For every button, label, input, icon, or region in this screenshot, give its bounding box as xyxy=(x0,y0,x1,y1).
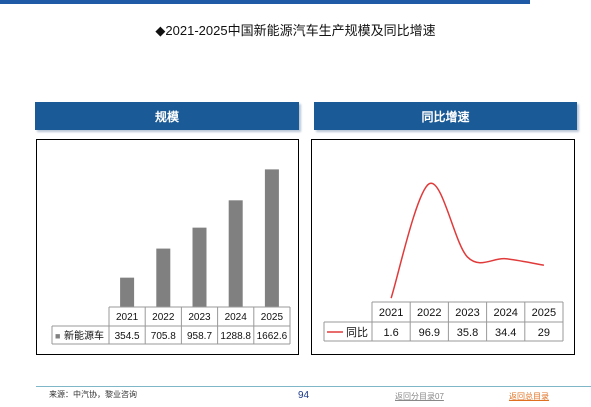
growth-line xyxy=(390,182,545,299)
bar-2025 xyxy=(264,169,279,307)
legend-label: 同比 xyxy=(346,326,368,339)
top-accent-bar xyxy=(0,0,530,4)
tick-label-2021: 2021 xyxy=(379,307,403,319)
scale-bar-chart: 2021 354.5 2022 705.8 2023 958.7 2024 1288.8 202… xyxy=(51,169,291,345)
legend-label: 新能源车 xyxy=(64,329,104,342)
growth-chart-panel: 2021 1.6 2022 96.9 2023 35.8 2024 34.4 2025 29 同比 xyxy=(311,139,575,355)
tick-label-2025: 2025 xyxy=(532,307,556,319)
tick-label-2024: 2024 xyxy=(493,307,517,319)
tick-label-2025: 2025 xyxy=(261,312,284,323)
footer-source: 来源：中汽协，黎业咨询 xyxy=(49,390,137,399)
data-label-2022: 705.8 xyxy=(151,331,176,342)
tick-label-2021: 2021 xyxy=(116,312,139,323)
data-label-2023: 958.7 xyxy=(187,331,212,342)
legend-marker: ■ xyxy=(55,331,60,341)
page-title: ◆2021-2025中国新能源汽车生产规模及同比增速 xyxy=(155,23,436,38)
tick-label-2022: 2022 xyxy=(152,312,175,323)
footer-divider xyxy=(36,386,591,387)
back-to-main-link[interactable]: 返回总目录 xyxy=(509,392,549,401)
back-to-section-link[interactable]: 返回分目录07 xyxy=(395,392,444,401)
growth-panel-header: 同比增速 xyxy=(314,102,577,130)
bar-2023 xyxy=(192,227,207,307)
data-label-2024: 1288.8 xyxy=(220,331,251,342)
tick-label-2023: 2023 xyxy=(188,312,211,323)
tick-label-2023: 2023 xyxy=(455,307,479,319)
data-label-2025: 1662.6 xyxy=(257,331,288,342)
scale-panel-header: 规模 xyxy=(35,102,299,130)
tick-label-2024: 2024 xyxy=(225,312,248,323)
data-label-2022: 96.9 xyxy=(419,327,440,339)
bar-2024 xyxy=(228,200,243,307)
data-label-2021: 354.5 xyxy=(115,331,140,342)
data-label-2024: 34.4 xyxy=(495,327,516,339)
tick-label-2022: 2022 xyxy=(417,307,441,319)
page-number: 94 xyxy=(298,390,310,401)
bar-2021 xyxy=(120,277,135,307)
scale-chart-panel: 2021 354.5 2022 705.8 2023 958.7 2024 1288.8 202… xyxy=(36,139,299,355)
data-label-2025: 29 xyxy=(538,327,550,339)
data-label-2023: 35.8 xyxy=(457,327,478,339)
growth-line-chart: 2021 1.6 2022 96.9 2023 35.8 2024 34.4 2025 29 同比 xyxy=(323,182,564,342)
data-label-2021: 1.6 xyxy=(383,327,398,339)
bar-2022 xyxy=(156,248,171,307)
